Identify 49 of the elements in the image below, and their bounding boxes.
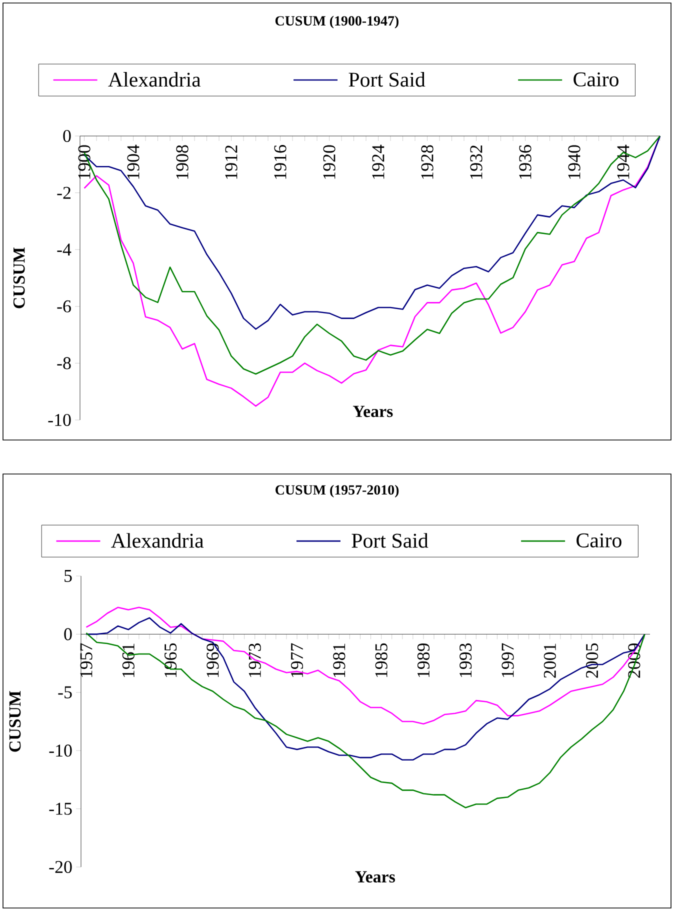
legend-label: Cairo [576, 533, 622, 548]
y-axis-title: CUSUM [9, 690, 21, 752]
y-axis-title: CUSUM [13, 247, 25, 308]
x-tick-label: 1985 [375, 643, 388, 678]
x-tick-label: 1969 [206, 643, 219, 678]
x-tick-label: 1944 [617, 144, 630, 179]
y-tick-label: 0 [63, 130, 71, 142]
y-tick-label: -10 [48, 414, 71, 426]
chart-title: CUSUM (1900-1947) [275, 16, 398, 28]
x-tick-label: 1908 [176, 145, 188, 179]
legend-label: Alexandria [108, 72, 201, 87]
x-tick-label: 2001 [544, 644, 556, 678]
x-axis-title: Years [355, 871, 395, 883]
x-tick-label: 1961 [122, 644, 134, 678]
x-tick-label: 1936 [519, 145, 532, 179]
legend-label: Alexandria [111, 533, 204, 548]
x-tick-label: 1924 [372, 144, 384, 179]
x-tick-label: 1900 [78, 145, 90, 179]
x-tick-label: 1904 [127, 144, 140, 179]
y-tick-label: -15 [49, 802, 72, 815]
legend-label: Port Said [348, 72, 426, 87]
x-tick-label: 1973 [248, 643, 261, 678]
x-tick-label: 1912 [225, 145, 238, 179]
y-tick-label: -8 [57, 357, 71, 370]
y-tick-label: -6 [57, 300, 71, 312]
x-tick-label: 1957 [80, 643, 92, 678]
y-tick-label: -2 [57, 186, 70, 199]
legend-label: Cairo [574, 72, 618, 86]
x-tick-label: 1977 [290, 643, 304, 678]
y-tick-label: 5 [64, 570, 72, 582]
x-tick-label: 1920 [323, 145, 336, 179]
x-tick-label: 1981 [333, 644, 346, 678]
legend-label: Port Said [352, 533, 428, 548]
x-tick-label: 1916 [274, 145, 286, 179]
y-tick-label: 0 [64, 628, 72, 640]
y-tick-label: -20 [49, 860, 72, 874]
y-tick-label: -10 [49, 744, 72, 757]
y-tick-label: -5 [58, 686, 72, 698]
x-tick-label: 1989 [417, 643, 430, 678]
x-axis-title: Years [352, 406, 393, 418]
x-tick-label: 2005 [586, 643, 598, 678]
y-tick-label: -4 [57, 244, 72, 256]
x-tick-label: 1928 [421, 145, 434, 179]
x-tick-label: 1993 [460, 643, 472, 678]
x-tick-label: 1997 [502, 643, 514, 678]
chart-title: CUSUM (1957-2010) [276, 484, 399, 498]
x-tick-label: 1932 [470, 145, 482, 179]
x-tick-label: 1965 [164, 643, 177, 678]
x-tick-label: 1940 [568, 145, 580, 179]
